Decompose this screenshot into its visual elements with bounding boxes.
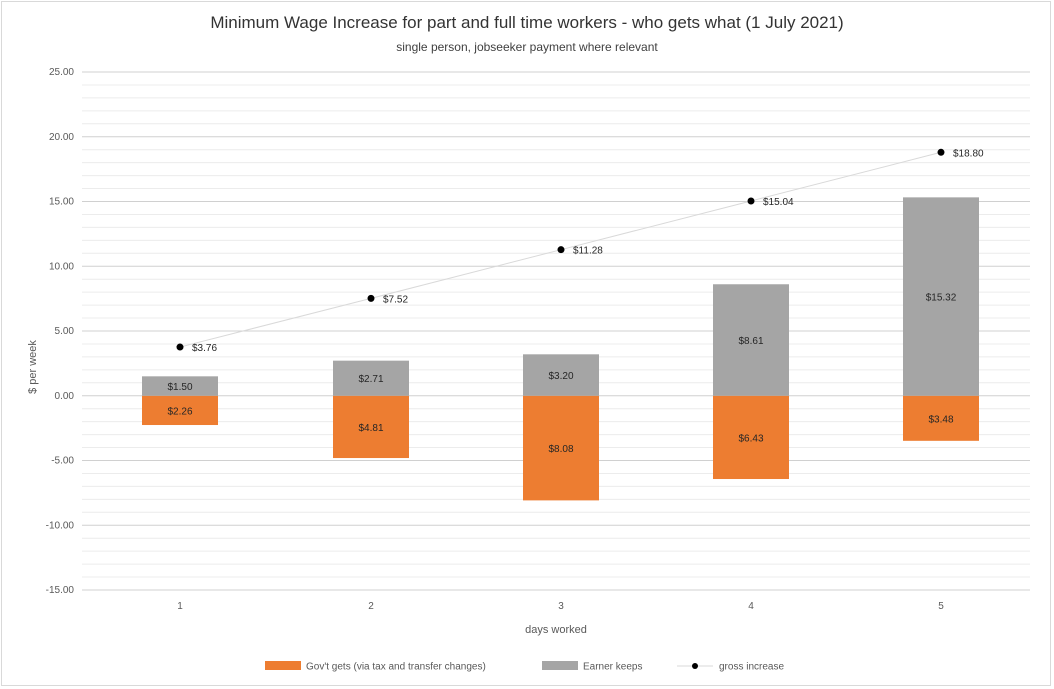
earner-keeps-label: $1.50: [167, 382, 192, 393]
gross-increase-point: [176, 343, 184, 351]
bars: [142, 197, 979, 501]
x-axis: 1 2 3 4 5: [177, 601, 944, 612]
govt-gets-bar: [713, 395, 789, 480]
earner-keeps-bar: [142, 376, 218, 396]
chart-subtitle: single person, jobseeker payment where r…: [396, 40, 658, 54]
x-tick-label: 5: [938, 601, 944, 612]
x-tick-label: 1: [177, 601, 183, 612]
gross-increase-label: $7.52: [383, 294, 408, 305]
y-tick-label: -5.00: [51, 456, 74, 467]
govt-gets-label: $2.26: [167, 406, 192, 417]
earner-keeps-bar: [333, 360, 409, 396]
y-tick-label: 25.00: [49, 67, 74, 78]
gross-increase-label: $15.04: [763, 197, 794, 208]
govt-gets-label: $3.48: [928, 414, 953, 425]
gross-increase-label: $3.76: [192, 343, 217, 354]
earner-keeps-label: $3.20: [548, 371, 573, 382]
earner-keeps-label: $2.71: [358, 374, 383, 385]
y-tick-label: 0.00: [55, 391, 75, 402]
govt-gets-bar: [333, 395, 409, 459]
gross-increase-point: [937, 148, 945, 156]
earner-keeps-label: $15.32: [926, 293, 957, 304]
x-tick-label: 4: [748, 601, 754, 612]
chart-title: Minimum Wage Increase for part and full …: [210, 13, 844, 32]
legend-label-gross: gross increase: [719, 662, 784, 673]
y-tick-label: 10.00: [49, 261, 74, 272]
y-tick-label: 20.00: [49, 132, 74, 143]
legend-label-govt: Gov't gets (via tax and transfer changes…: [306, 662, 486, 673]
x-axis-title: days worked: [525, 624, 587, 636]
legend-marker-gross: [692, 663, 698, 669]
gross-increase-point: [747, 197, 755, 205]
y-tick-label: -15.00: [46, 585, 75, 596]
x-tick-label: 3: [558, 601, 564, 612]
legend-swatch-earner: [542, 661, 578, 670]
legend-label-earner: Earner keeps: [583, 662, 642, 673]
y-tick-label: 5.00: [55, 326, 75, 337]
govt-gets-label: $4.81: [358, 423, 383, 434]
y-axis-title: $ per week: [27, 340, 39, 394]
legend: Gov't gets (via tax and transfer changes…: [265, 661, 784, 673]
earner-keeps-bar: [523, 354, 599, 396]
data-labels: $2.26 $1.50 $4.81 $2.71 $8.08 $3.20 $6.43 $8.61…: [167, 148, 984, 455]
earner-keeps-label: $8.61: [738, 336, 763, 347]
earner-keeps-bar: [903, 197, 979, 396]
y-tick-label: -10.00: [46, 520, 75, 531]
govt-gets-bar: [142, 395, 218, 426]
gross-increase-label: $18.80: [953, 148, 984, 159]
govt-gets-label: $8.08: [548, 444, 573, 455]
govt-gets-label: $6.43: [738, 433, 763, 444]
gross-increase-point: [557, 246, 565, 254]
x-tick-label: 2: [368, 601, 374, 612]
govt-gets-bar: [903, 395, 979, 441]
gross-increase-point: [367, 294, 375, 302]
gross-increase-line: [176, 148, 945, 351]
gridlines: [82, 71, 1030, 591]
govt-gets-bar: [523, 395, 599, 501]
y-axis: 25.00 20.00 15.00 10.00 5.00 0.00 -5.00 -10.00 -…: [46, 67, 75, 596]
legend-swatch-govt: [265, 661, 301, 670]
y-tick-label: 15.00: [49, 197, 74, 208]
earner-keeps-bar: [713, 284, 789, 396]
gross-increase-label: $11.28: [573, 246, 603, 257]
